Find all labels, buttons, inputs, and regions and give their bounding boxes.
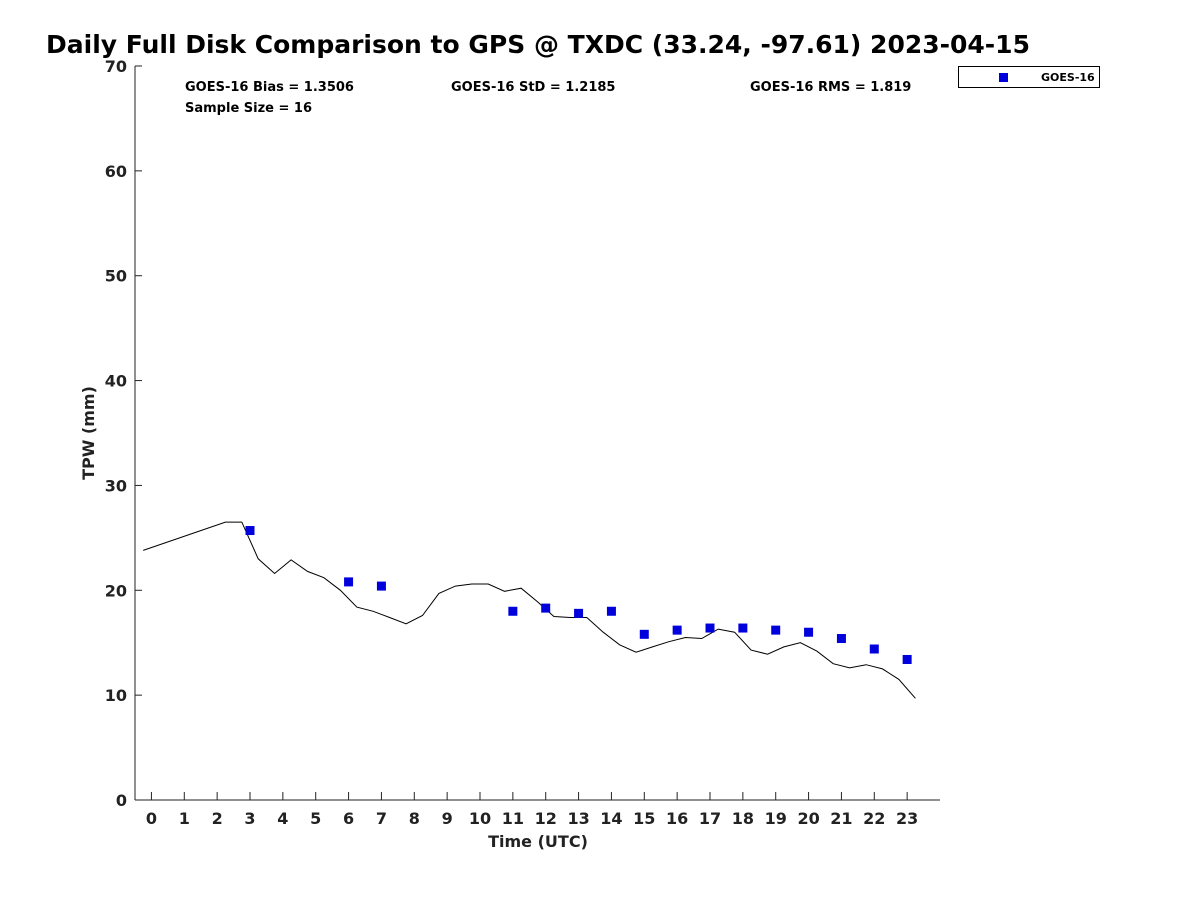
x-tick-label: 17 bbox=[699, 809, 721, 828]
legend: GOES-16 bbox=[958, 66, 1100, 88]
y-tick-label: 70 bbox=[105, 57, 127, 76]
x-tick-label: 6 bbox=[343, 809, 354, 828]
goes16-point bbox=[804, 627, 814, 637]
x-tick-label: 9 bbox=[442, 809, 453, 828]
series-layer bbox=[143, 521, 916, 699]
goes16-point bbox=[245, 526, 255, 536]
x-tick-label: 16 bbox=[666, 809, 688, 828]
goes16-point bbox=[836, 634, 846, 644]
goes16-point bbox=[869, 644, 879, 654]
goes16-point bbox=[344, 577, 354, 587]
y-tick-label: 0 bbox=[116, 791, 127, 810]
goes16-point bbox=[574, 608, 584, 618]
y-tick-label: 20 bbox=[105, 581, 127, 600]
goes16-point bbox=[639, 629, 649, 639]
y-tick-label: 10 bbox=[105, 686, 127, 705]
goes16-point bbox=[508, 606, 518, 616]
x-tick-label: 3 bbox=[244, 809, 255, 828]
x-tick-label: 23 bbox=[896, 809, 918, 828]
legend-label-goes16: GOES-16 bbox=[1041, 71, 1095, 84]
x-tick-label: 10 bbox=[469, 809, 491, 828]
gps-line-series bbox=[143, 521, 916, 699]
y-tick-label: 40 bbox=[105, 372, 127, 391]
x-tick-label: 5 bbox=[310, 809, 321, 828]
y-tick-label: 50 bbox=[105, 267, 127, 286]
x-tick-label: 2 bbox=[212, 809, 223, 828]
sample-size-stat: Sample Size = 16 bbox=[185, 101, 313, 116]
goes16-point bbox=[902, 654, 912, 664]
goes16-point bbox=[705, 623, 715, 633]
x-tick-label: 11 bbox=[502, 809, 524, 828]
x-tick-label: 15 bbox=[633, 809, 655, 828]
x-axis-ticks: 0 1 2 3 4 5 6 7 8 9 10 11 12 13 14 15 16 17 18 19 20 21 22 23 bbox=[146, 792, 918, 828]
rms-stat: GOES-16 RMS = 1.819 bbox=[750, 80, 912, 95]
x-tick-label: 18 bbox=[732, 809, 754, 828]
x-tick-label: 14 bbox=[600, 809, 622, 828]
x-tick-label: 21 bbox=[830, 809, 852, 828]
x-tick-label: 1 bbox=[179, 809, 190, 828]
goes16-point bbox=[606, 606, 616, 616]
x-tick-label: 8 bbox=[409, 809, 420, 828]
x-tick-label: 22 bbox=[863, 809, 885, 828]
x-tick-label: 4 bbox=[277, 809, 288, 828]
x-tick-label: 13 bbox=[567, 809, 589, 828]
goes16-point bbox=[771, 625, 781, 635]
goes16-point bbox=[738, 623, 748, 633]
x-axis-label: Time (UTC) bbox=[488, 832, 588, 851]
y-tick-label: 60 bbox=[105, 162, 127, 181]
goes16-point bbox=[541, 603, 551, 613]
goes16-point bbox=[672, 625, 682, 635]
bias-stat: GOES-16 Bias = 1.3506 bbox=[185, 80, 354, 95]
x-tick-label: 7 bbox=[376, 809, 387, 828]
goes16-point bbox=[376, 581, 386, 591]
axes bbox=[134, 66, 940, 801]
x-tick-label: 19 bbox=[765, 809, 787, 828]
legend-swatch-goes16 bbox=[999, 73, 1008, 82]
chart-title: Daily Full Disk Comparison to GPS @ TXDC… bbox=[46, 30, 1030, 59]
x-tick-label: 20 bbox=[797, 809, 819, 828]
y-axis-ticks: 0 10 20 30 40 50 60 70 bbox=[105, 57, 142, 810]
std-stat: GOES-16 StD = 1.2185 bbox=[451, 80, 616, 95]
y-tick-label: 30 bbox=[105, 476, 127, 495]
x-tick-label: 12 bbox=[535, 809, 557, 828]
x-tick-label: 0 bbox=[146, 809, 157, 828]
y-axis-label: TPW (mm) bbox=[79, 386, 98, 480]
